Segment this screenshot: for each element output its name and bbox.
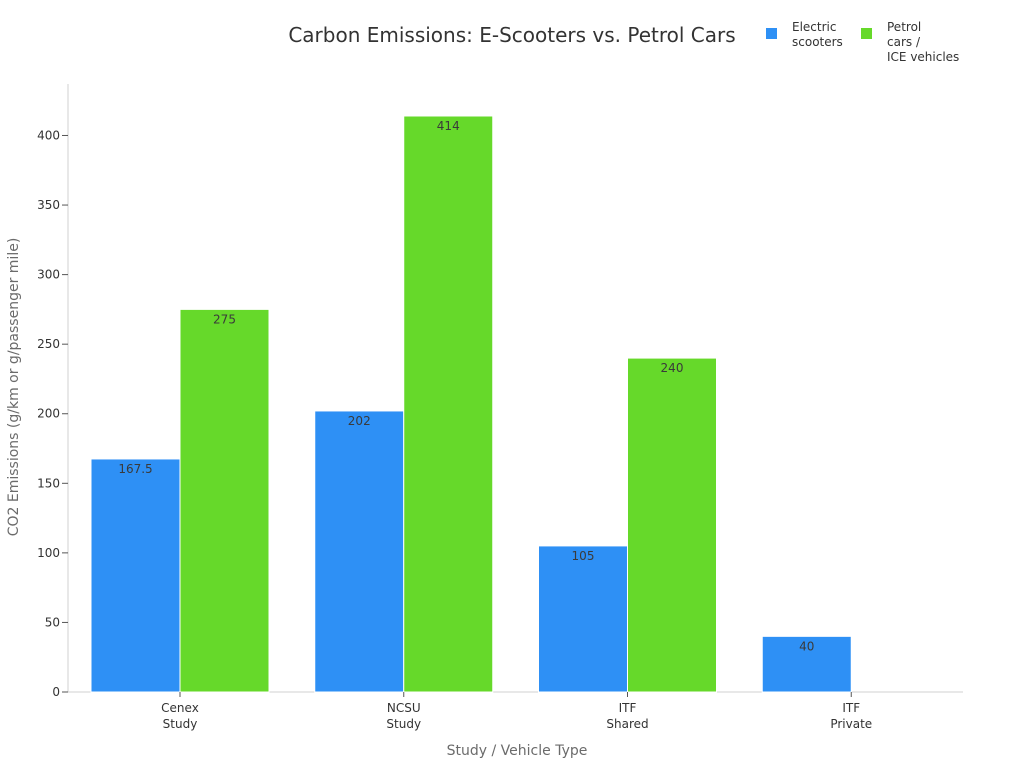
data-label: 167.5 [118,462,152,476]
legend-label-line: scooters [792,35,843,49]
legend-label-1: Electric scooters [792,20,843,49]
chart-title: Carbon Emissions: E-Scooters vs. Petrol … [288,23,735,47]
bar-series-1 [314,410,405,693]
legend-swatch-1 [766,28,777,39]
data-label: 240 [661,361,684,375]
data-label: 202 [348,414,371,428]
bar-series-2 [179,308,270,693]
legend: Electric scooters Petrol cars / ICE vehicles [766,20,959,64]
x-tick-label-line: Shared [606,717,648,731]
x-tick-label-line: NCSU [387,701,421,715]
bar-series-2 [627,357,717,693]
legend-swatch-2 [861,28,872,39]
x-tick-label-line: Study [163,717,198,731]
x-tick-label: ITF Shared [606,701,648,731]
legend-label-line: Petrol [887,20,921,34]
x-tick-label-line: ITF [619,701,637,715]
plot-area: 0 50 100 150 200 250 300 350 400 167.5 275 Cenex Stu… [37,84,963,731]
y-tick-label: 50 [45,615,60,629]
bar-series-1 [538,545,628,693]
y-tick-label: 150 [37,476,60,490]
legend-label-2: Petrol cars / ICE vehicles [887,20,959,64]
x-tick-label: ITF Private [830,701,872,731]
y-tick-label: 250 [37,337,60,351]
x-tick-label-line: ITF [842,701,860,715]
x-tick-label-line: Study [386,717,421,731]
legend-label-line: Electric [792,20,836,34]
y-tick-label: 400 [37,128,60,142]
bar-series-2 [403,115,494,693]
bar-series-1 [761,635,852,693]
x-tick-label-line: Private [830,717,872,731]
data-label: 40 [799,639,814,653]
data-label: 275 [213,312,236,326]
x-tick-label: NCSU Study [386,701,421,731]
x-tick-label: Cenex Study [161,701,199,731]
legend-label-line: cars / [887,35,921,49]
x-axis-title: Study / Vehicle Type [447,743,588,759]
y-tick-label: 350 [37,198,60,212]
data-label: 414 [437,119,460,133]
y-axis-title: CO2 Emissions (g/km or g/passenger mile) [6,238,22,537]
data-label: 105 [572,549,595,563]
y-tick-label: 100 [37,546,60,560]
y-tick-label: 0 [52,685,60,699]
y-tick-label: 300 [37,268,60,282]
y-tick-label: 200 [37,407,60,421]
legend-label-line: ICE vehicles [887,50,959,64]
x-tick-label-line: Cenex [161,701,199,715]
bar-series-1 [90,458,181,693]
